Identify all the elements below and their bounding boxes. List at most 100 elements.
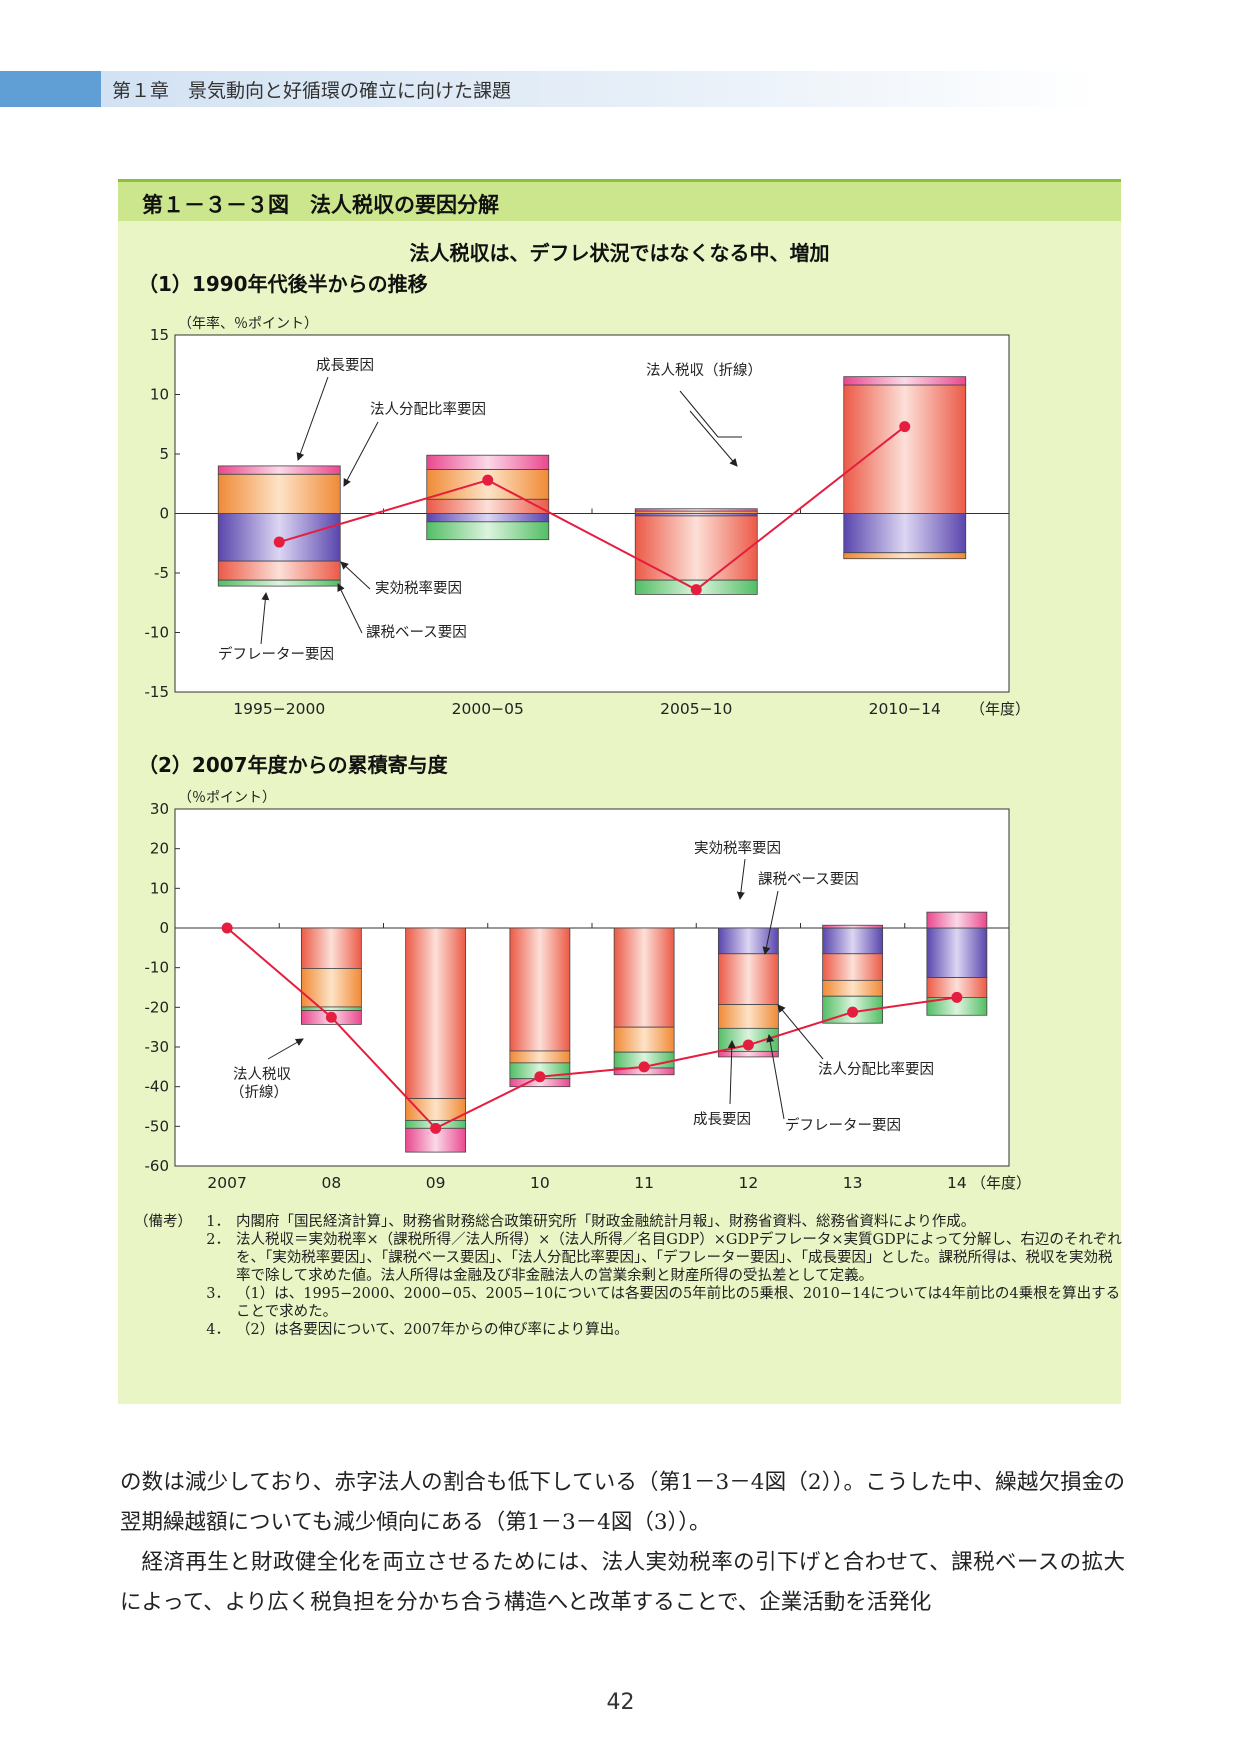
note-num-3: 3． xyxy=(206,1286,230,1302)
c2-bar-growth-7 xyxy=(926,911,988,929)
c2-bar-tax_base-1 xyxy=(300,927,362,969)
c1-bar-distribution-3 xyxy=(843,552,967,560)
c2-bar-distribution-1 xyxy=(300,968,362,1008)
c2-ytick-label: 20 xyxy=(150,840,169,858)
c1-bar-tax_base-2 xyxy=(634,515,758,581)
c2-category-label: 14 xyxy=(947,1174,967,1192)
c2-ytick-label: -40 xyxy=(145,1078,170,1096)
c2-bar-distribution-6 xyxy=(822,979,884,997)
c1-bar-tax_base-3 xyxy=(843,384,967,514)
figure-panel: 第１－３－３図 法人税収の要因分解 法人税収は、デフレ状況ではなくなる中、増加 … xyxy=(118,179,1124,1404)
chart1-annot-taxbase: 課税ベース要因 xyxy=(366,624,467,641)
c1-category-label: 2000−05 xyxy=(452,700,524,718)
c2-tax-revenue-line xyxy=(226,927,958,1130)
c2-category-label: 09 xyxy=(426,1174,446,1192)
c1-bar-growth-0 xyxy=(217,465,341,475)
c2-bar-growth-5 xyxy=(717,1050,779,1058)
c1-bar-effective_rate-3 xyxy=(843,513,967,554)
c1-ytick-label: -15 xyxy=(145,683,170,701)
c1-ytick-label: 10 xyxy=(150,386,169,404)
figure-title-bar: 第１－３－３図 法人税収の要因分解 xyxy=(118,179,1121,221)
c2-line-point-1 xyxy=(325,1011,337,1023)
c1-ytick-label: 15 xyxy=(150,326,169,344)
c2-bar-distribution-5 xyxy=(717,1004,779,1029)
chart2-unit-label: （％ポイント） xyxy=(178,790,276,806)
c2-line-point-5 xyxy=(742,1039,754,1051)
c2-ytick-label: -50 xyxy=(145,1117,170,1135)
figure-title: 第１－３－３図 法人税収の要因分解 xyxy=(142,193,499,217)
c1-bar-growth-2 xyxy=(634,508,758,512)
c2-category-label: 11 xyxy=(634,1174,654,1192)
chart2-annot-line-2: （折線） xyxy=(230,1084,288,1101)
page-number: 42 xyxy=(606,1690,635,1715)
figure-notes: （備考） 1． 内閣府「国民経済計算」、財務省財務総合政策研究所「財政金融統計月… xyxy=(134,1213,1124,1339)
c1-bar-growth-1 xyxy=(426,454,550,470)
note-num-4: 4． xyxy=(206,1322,230,1338)
c2-line-point-6 xyxy=(847,1006,859,1018)
c1-bar-deflator-0 xyxy=(217,579,341,587)
c1-line-point-3 xyxy=(899,421,911,433)
note-text-2: 法人税収＝実効税率×（課税所得／法人所得）×（法人所得／名目GDP）×GDPデフ… xyxy=(236,1232,1122,1284)
c2-line-point-4 xyxy=(638,1061,650,1073)
chapter-header: 第１章 景気動向と好循環の確立に向けた課題 xyxy=(0,71,1100,107)
chart1-unit-label: （年率、％ポイント） xyxy=(178,315,318,332)
notes-label: （備考） xyxy=(134,1214,192,1230)
chart2-annot-growth: 成長要因 xyxy=(693,1111,751,1128)
c2-bar-growth-6 xyxy=(822,924,884,929)
c2-bar-distribution-4 xyxy=(613,1026,675,1053)
chart1-title: （1）1990年代後半からの推移 xyxy=(138,272,428,296)
chart2-title: （2）2007年度からの累積寄与度 xyxy=(138,753,448,777)
body-text: の数は減少しており、赤字法人の割合も低下している（第1－3－4図（2））。こうし… xyxy=(120,1463,1125,1623)
c2-category-label: 10 xyxy=(530,1174,550,1192)
c2-category-label: 12 xyxy=(739,1174,759,1192)
note-num-1: 1． xyxy=(206,1214,230,1230)
chart2-annot-deflator: デフレーター要因 xyxy=(785,1116,901,1134)
c2-line-point-3 xyxy=(534,1071,546,1083)
c1-category-label: 1995−2000 xyxy=(233,700,325,718)
c1-bar-effective_rate-1 xyxy=(426,513,550,523)
c1-bar-distribution-0 xyxy=(217,473,341,514)
chart2-plot-area xyxy=(174,808,1010,1167)
chart1-annot-deflator: デフレーター要因 xyxy=(218,645,334,663)
c2-line-point-7 xyxy=(951,991,963,1003)
c1-ytick-label: 5 xyxy=(159,445,169,463)
c2-ytick-label: -10 xyxy=(145,959,170,977)
c2-bar-tax_base-4 xyxy=(613,927,675,1028)
note-text-1: 内閣府「国民経済計算」、財務省財務総合政策研究所「財政金融統計月報」、財務省資料… xyxy=(236,1214,976,1230)
c2-bar-tax_base-2 xyxy=(405,927,467,1099)
c1-bar-tax_base-0 xyxy=(217,560,341,581)
c2-bar-tax_base-6 xyxy=(822,953,884,981)
c1-tax-revenue-line xyxy=(278,425,906,591)
note-num-2: 2． xyxy=(206,1232,230,1248)
c2-line-point-2 xyxy=(430,1122,442,1134)
note-row-2: 2． 法人税収＝実効税率×（課税所得／法人所得）×（法人所得／名目GDP）×GD… xyxy=(134,1231,1124,1285)
c1-line-point-1 xyxy=(482,474,494,486)
c1-line-point-2 xyxy=(690,584,702,596)
note-text-4: （2）は各要因について、2007年からの伸び率により算出。 xyxy=(236,1322,629,1338)
c2-category-label: 2007 xyxy=(207,1174,246,1192)
c1-bar-deflator-1 xyxy=(426,521,550,541)
c2-bar-deflator-1 xyxy=(300,1006,362,1011)
note-row-4: 4． （2）は各要因について、2007年からの伸び率により算出。 xyxy=(134,1321,1124,1339)
c2-bar-distribution-3 xyxy=(509,1050,571,1064)
c1-category-label: 2010−14 xyxy=(869,700,941,718)
chart2-annot-effective: 実効税率要因 xyxy=(694,840,781,857)
c1-line-point-0 xyxy=(273,536,285,548)
figure-subtitle: 法人税収は、デフレ状況ではなくなる中、増加 xyxy=(409,241,830,265)
note-row-3: 3． （1）は、1995−2000、2000−05、2005−10については各要… xyxy=(134,1285,1124,1321)
c1-bar-growth-3 xyxy=(843,376,967,386)
note-row-1: （備考） 1． 内閣府「国民経済計算」、財務省財務総合政策研究所「財政金融統計月… xyxy=(134,1213,1124,1231)
c2-ytick-label: -20 xyxy=(145,998,170,1016)
chapter-header-accent xyxy=(0,71,101,107)
c2-ytick-label: -30 xyxy=(145,1038,170,1056)
c1-category-label: 2005−10 xyxy=(660,700,732,718)
chart1-annot-effective: 実効税率要因 xyxy=(375,580,462,597)
chart1-annot-line: 法人税収（折線） xyxy=(646,362,762,379)
c1-ytick-label: -5 xyxy=(154,564,169,582)
chart2-annot-taxbase: 課税ベース要因 xyxy=(758,871,859,888)
chart2-x-suffix: （年度） xyxy=(971,1174,1031,1192)
c1-bar-tax_base-1 xyxy=(426,498,550,514)
chart1-annot-growth: 成長要因 xyxy=(316,357,374,374)
chapter-title: 第１章 景気動向と好循環の確立に向けた課題 xyxy=(112,80,512,102)
